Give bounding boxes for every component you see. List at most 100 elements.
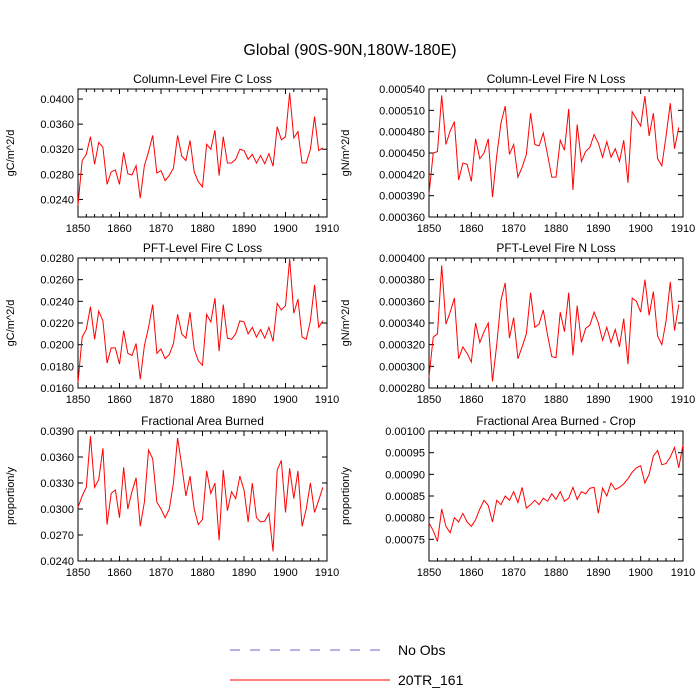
series-line-20tr-161 — [428, 265, 680, 382]
x-tick-label: 1890 — [232, 223, 256, 235]
y-tick-label: 0.0280 — [40, 169, 74, 181]
y-tick-label: 0.000450 — [379, 148, 425, 160]
panel-3: PFT-Level Fire C Loss 1850 1860 1870 1880 189… — [5, 241, 339, 406]
plot-frame — [77, 257, 328, 389]
x-tick-label: 1910 — [315, 394, 339, 406]
x-tick-label: 1870 — [501, 223, 525, 235]
series-line-20tr-161 — [428, 95, 680, 198]
y-tick-label: 0.000320 — [379, 340, 425, 352]
y-axis-label: proportion/y — [5, 466, 17, 525]
y-tick-label: 0.00090 — [385, 469, 425, 481]
chart-panels: Column-Level Fire C Loss 1850 1860 1870 1880… — [5, 72, 695, 579]
y-tick-label: 0.0360 — [40, 452, 74, 464]
x-tick-label: 1870 — [501, 567, 525, 579]
panel-title: Fractional Area Burned - Crop — [476, 414, 636, 428]
x-tick-label: 1860 — [107, 567, 131, 579]
x-tick-label: 1850 — [66, 394, 90, 406]
x-tick-label: 1850 — [417, 567, 441, 579]
figure-title: Global (90S-90N,180W-180E) — [243, 42, 456, 59]
y-tick-label: 0.00080 — [385, 513, 425, 525]
y-tick-label: 0.0260 — [40, 275, 74, 287]
x-tick-label: 1870 — [501, 394, 525, 406]
panel-1: Column-Level Fire C Loss 1850 1860 1870 1880… — [5, 72, 339, 235]
y-tick-label: 0.000400 — [379, 253, 425, 265]
y-axis-label: proportion/y — [340, 466, 352, 525]
panel-2: Column-Level Fire N Loss 1850 1860 1870 1880… — [340, 72, 695, 235]
x-tick-label: 1870 — [149, 223, 173, 235]
x-tick-label: 1870 — [149, 394, 173, 406]
series-line-20tr-161 — [428, 444, 684, 542]
y-tick-label: 0.000300 — [379, 361, 425, 373]
x-tick-label: 1890 — [586, 567, 610, 579]
plot-frame — [428, 430, 684, 562]
y-tick-label: 0.000280 — [379, 383, 425, 395]
x-tick-label: 1910 — [315, 567, 339, 579]
panel-4: PFT-Level Fire N Loss 1850 1860 1870 1880 189… — [340, 241, 695, 406]
plot-frame — [77, 430, 328, 562]
x-tick-label: 1870 — [149, 567, 173, 579]
y-tick-label: 0.00075 — [385, 534, 425, 546]
series-line-20tr-161 — [77, 436, 324, 552]
y-tick-label: 0.0240 — [40, 194, 74, 206]
y-tick-label: 0.000510 — [379, 105, 425, 117]
y-tick-label: 0.0180 — [40, 361, 74, 373]
x-tick-label: 1860 — [107, 223, 131, 235]
y-tick-label: 0.0390 — [40, 426, 74, 438]
y-tick-label: 0.0200 — [40, 340, 74, 352]
x-tick-label: 1880 — [544, 394, 568, 406]
x-tick-label: 1900 — [628, 223, 652, 235]
panel-title: Column-Level Fire C Loss — [133, 72, 272, 86]
x-tick-label: 1850 — [66, 567, 90, 579]
x-tick-label: 1850 — [66, 223, 90, 235]
x-tick-label: 1900 — [273, 394, 297, 406]
x-tick-label: 1880 — [544, 223, 568, 235]
x-tick-label: 1890 — [232, 567, 256, 579]
panel-6: Fractional Area Burned - Crop 1850 1860 187… — [340, 414, 695, 579]
y-tick-label: 0.000340 — [379, 318, 425, 330]
x-tick-label: 1860 — [459, 223, 483, 235]
y-tick-label: 0.0160 — [40, 383, 74, 395]
y-tick-label: 0.0300 — [40, 504, 74, 516]
x-tick-label: 1880 — [190, 394, 214, 406]
x-tick-label: 1850 — [417, 223, 441, 235]
y-tick-label: 0.000420 — [379, 169, 425, 181]
x-tick-label: 1860 — [459, 394, 483, 406]
y-tick-label: 0.000480 — [379, 127, 425, 139]
x-tick-label: 1890 — [586, 394, 610, 406]
y-tick-label: 0.0360 — [40, 119, 74, 131]
legend-label-20tr-161: 20TR_161 — [398, 672, 464, 688]
x-tick-label: 1880 — [190, 567, 214, 579]
x-tick-label: 1860 — [459, 567, 483, 579]
x-tick-label: 1900 — [273, 567, 297, 579]
y-tick-label: 0.000390 — [379, 191, 425, 203]
x-tick-label: 1900 — [628, 394, 652, 406]
x-tick-label: 1900 — [628, 567, 652, 579]
x-tick-label: 1910 — [671, 567, 695, 579]
y-tick-label: 0.000540 — [379, 84, 425, 96]
y-axis-label: gN/m^2/d — [340, 130, 352, 177]
panel-title: PFT-Level Fire C Loss — [143, 241, 262, 255]
legend: No Obs 20TR_161 — [230, 642, 464, 688]
panel-title: Column-Level Fire N Loss — [487, 72, 626, 86]
y-tick-label: 0.0240 — [40, 556, 74, 568]
y-tick-label: 0.0270 — [40, 530, 74, 542]
x-tick-label: 1860 — [107, 394, 131, 406]
y-tick-label: 0.000380 — [379, 275, 425, 287]
y-tick-label: 0.0330 — [40, 478, 74, 490]
x-tick-label: 1910 — [671, 394, 695, 406]
panel-5: Fractional Area Burned 1850 1860 1870 1880 18… — [5, 414, 339, 579]
x-tick-label: 1880 — [190, 223, 214, 235]
plot-frame — [77, 88, 328, 218]
y-tick-label: 0.0240 — [40, 296, 74, 308]
x-tick-label: 1910 — [671, 223, 695, 235]
y-tick-label: 0.000360 — [379, 212, 425, 224]
legend-label-no-obs: No Obs — [398, 642, 445, 658]
y-tick-label: 0.000360 — [379, 296, 425, 308]
x-tick-label: 1890 — [232, 394, 256, 406]
x-tick-label: 1910 — [315, 223, 339, 235]
panel-title: PFT-Level Fire N Loss — [496, 241, 615, 255]
x-tick-label: 1880 — [544, 567, 568, 579]
plot-frame — [428, 257, 684, 389]
y-tick-label: 0.0280 — [40, 253, 74, 265]
